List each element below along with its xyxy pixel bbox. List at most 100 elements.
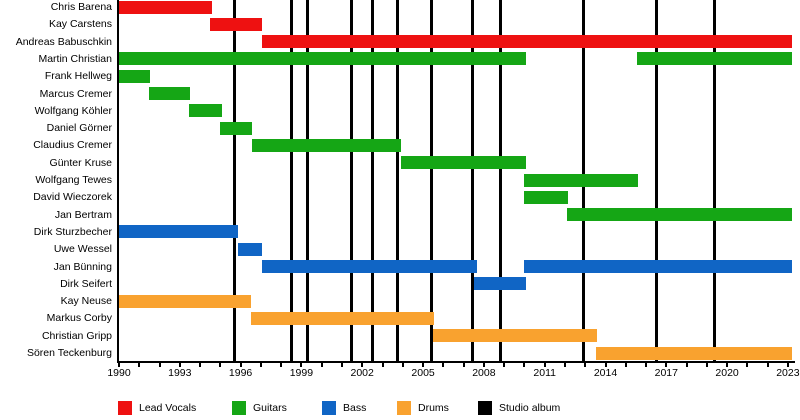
legend-swatch-lead-vocals: [118, 401, 132, 415]
member-name-label: Markus Corby: [46, 312, 112, 325]
studio-album-line: [349, 0, 353, 361]
x-axis-tick: [300, 363, 303, 367]
x-axis-tick: [563, 363, 566, 367]
x-axis-tick: [178, 363, 181, 367]
tenure-bar-lead-vocals: [261, 35, 792, 49]
member-name-label: Jan Bünning: [53, 260, 112, 273]
member-name-label: Sören Teckenburg: [26, 347, 112, 359]
x-axis-tick: [341, 363, 343, 367]
x-axis-tick-label: 1996: [228, 367, 253, 379]
legend-swatch-bass: [322, 401, 336, 415]
x-axis-tick-label: 2008: [472, 367, 496, 379]
studio-album-line: [498, 0, 502, 361]
x-axis-tick: [604, 363, 607, 367]
tenure-bar-drums: [433, 329, 598, 343]
studio-album-line: [306, 0, 309, 361]
legend-swatch-studio-album: [478, 401, 492, 415]
x-axis-tick: [523, 363, 526, 367]
x-axis-tick-label: 1999: [289, 367, 314, 379]
x-axis-tick: [320, 363, 323, 367]
member-name-label: David Wieczorek: [33, 191, 112, 204]
x-axis-tick-label: 2014: [593, 367, 618, 379]
tenure-bar-bass: [237, 242, 262, 256]
x-axis-tick: [584, 363, 587, 367]
x-axis-tick: [786, 363, 789, 367]
x-axis-tick: [118, 363, 120, 367]
tenure-bar-bass: [473, 277, 527, 291]
member-name-label: Dirk Sturzbecher: [33, 225, 112, 238]
x-axis-tick: [645, 363, 647, 367]
legend-label: Guitars: [253, 402, 287, 414]
tenure-bar-guitars: [220, 121, 252, 135]
x-axis-tick: [259, 363, 262, 367]
x-axis-tick-label: 1993: [168, 367, 192, 379]
legend-label: Lead Vocals: [139, 402, 197, 414]
member-name-label: Christian Gripp: [41, 329, 112, 342]
x-axis-tick-label: 2020: [715, 367, 739, 379]
member-name-label: Chris Barena: [50, 1, 112, 13]
x-axis-tick-label: 2002: [350, 367, 374, 379]
tenure-bar-bass: [119, 225, 238, 239]
studio-album-line: [396, 0, 400, 361]
tenure-bar-lead-vocals: [210, 17, 262, 31]
x-axis-tick: [543, 363, 546, 367]
tenure-bar-guitars: [524, 190, 568, 204]
x-axis-tick: [280, 363, 283, 367]
x-axis-line: [117, 361, 795, 363]
member-name-label: Kay Carstens: [48, 18, 112, 31]
tenure-bar-guitars: [636, 52, 792, 66]
x-axis-tick: [361, 363, 364, 367]
y-axis-line: [117, 0, 119, 362]
tenure-bar-guitars: [188, 104, 223, 118]
tenure-bar-guitars: [119, 69, 151, 83]
x-axis-tick: [401, 363, 404, 367]
studio-album-line: [370, 0, 374, 361]
x-axis-tick: [158, 363, 161, 367]
tenure-bar-guitars: [524, 173, 638, 187]
member-name-label: Wolfgang Köhler: [34, 104, 112, 117]
tenure-bar-guitars: [400, 156, 527, 170]
tenure-bar-lead-vocals: [119, 0, 213, 14]
x-axis-tick: [138, 363, 141, 367]
x-axis-tick: [422, 363, 425, 367]
x-axis-tick: [685, 363, 688, 367]
studio-album-line: [713, 0, 717, 361]
studio-album-line: [429, 0, 433, 361]
x-axis-tick-label: 1990: [107, 367, 131, 379]
studio-album-line: [289, 0, 293, 361]
x-axis-tick: [219, 363, 222, 367]
member-name-label: Daniel Görner: [46, 122, 112, 135]
member-name-label: Günter Kruse: [49, 156, 112, 169]
x-axis-tick: [239, 363, 242, 367]
legend-swatch-guitars: [232, 401, 246, 415]
member-name-label: Martin Christian: [38, 52, 112, 65]
member-name-label: Marcus Cremer: [39, 87, 112, 100]
x-axis-tick-label: 2005: [411, 367, 435, 379]
studio-album-line: [654, 0, 658, 361]
x-axis-tick: [381, 363, 384, 367]
x-axis-tick: [482, 363, 485, 367]
member-name-label: Andreas Babuschkin: [15, 35, 112, 48]
x-axis-tick: [624, 363, 627, 367]
tenure-bar-drums: [250, 311, 435, 325]
legend-label: Drums: [418, 402, 449, 414]
member-name-label: Dirk Seifert: [60, 277, 112, 290]
tenure-bar-guitars: [251, 138, 401, 152]
x-axis-tick: [503, 363, 506, 367]
x-axis-tick-label: 2023: [776, 367, 800, 379]
studio-album-line: [471, 0, 475, 361]
tenure-bar-bass: [261, 260, 477, 273]
x-axis-tick: [199, 363, 202, 367]
x-axis-tick: [726, 363, 729, 367]
legend-swatch-drums: [397, 401, 411, 415]
tenure-bar-guitars: [567, 208, 792, 222]
legend-label: Bass: [343, 402, 367, 414]
member-name-label: Claudius Cremer: [33, 139, 112, 152]
studio-album-line: [233, 0, 236, 361]
tenure-bar-guitars: [149, 87, 190, 100]
x-axis-tick: [462, 363, 465, 367]
x-axis-tick: [705, 363, 708, 367]
x-axis-tick: [665, 363, 668, 367]
tenure-bar-drums: [596, 346, 792, 360]
